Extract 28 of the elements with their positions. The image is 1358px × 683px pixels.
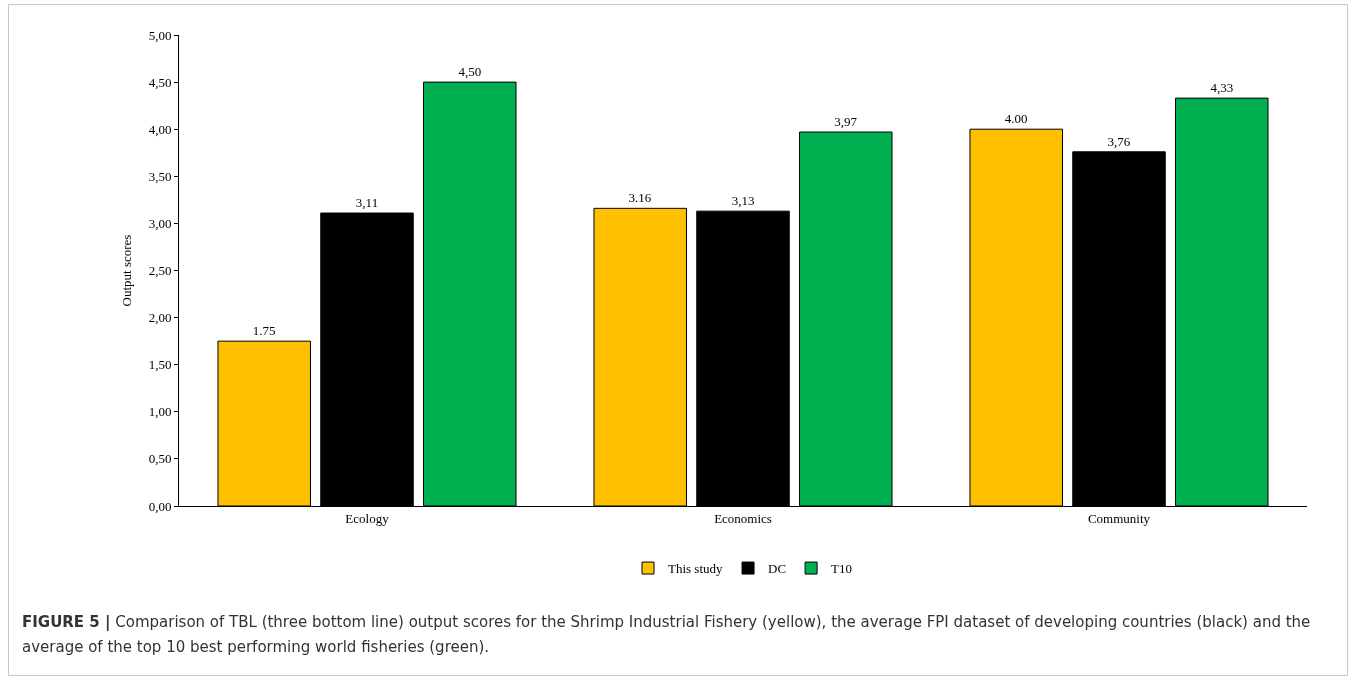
y-tick-label: 0,00 bbox=[148, 498, 172, 514]
data-label: 4,33 bbox=[1210, 80, 1234, 96]
y-tick-label: 3,50 bbox=[148, 168, 172, 184]
y-tick-label: 2,00 bbox=[148, 310, 172, 326]
x-tick-label: Ecology bbox=[345, 510, 390, 526]
x-tick-label: Economics bbox=[714, 510, 772, 526]
data-label: 3.16 bbox=[628, 190, 652, 206]
data-label: 3,13 bbox=[731, 193, 755, 209]
legend-label: This study bbox=[668, 561, 724, 577]
y-tick-label: 5,00 bbox=[148, 27, 172, 43]
data-label: 3,76 bbox=[1107, 133, 1131, 149]
legend-label: T10 bbox=[831, 561, 853, 577]
y-tick-label: 4,50 bbox=[148, 74, 172, 90]
data-label: 4,50 bbox=[458, 64, 482, 80]
y-tick-label: 0,50 bbox=[148, 451, 172, 467]
data-label: 4.00 bbox=[1004, 111, 1028, 127]
data-label: 1.75 bbox=[252, 323, 276, 339]
y-tick-label: 1,50 bbox=[148, 357, 172, 373]
data-label: 3,97 bbox=[834, 114, 858, 130]
legend-label: DC bbox=[768, 561, 787, 577]
y-tick-label: 1,00 bbox=[148, 404, 172, 420]
y-tick-label: 4,00 bbox=[148, 121, 172, 137]
data-label: 3,11 bbox=[355, 195, 379, 211]
caption: FIGURE 5 | Comparison of TBL (three bottom line) output scores for the Shrimp Industrial Fishery (yellow), the average FPI dataset of developing countries (black) and the average of the top 10 best performing world fisheries (green). bbox=[22, 612, 1312, 658]
y-axis-title: Output scores bbox=[118, 234, 134, 307]
x-tick-label: Community bbox=[1087, 510, 1151, 526]
y-tick-label: 3,00 bbox=[148, 215, 172, 231]
y-tick-label: 2,50 bbox=[148, 263, 172, 279]
